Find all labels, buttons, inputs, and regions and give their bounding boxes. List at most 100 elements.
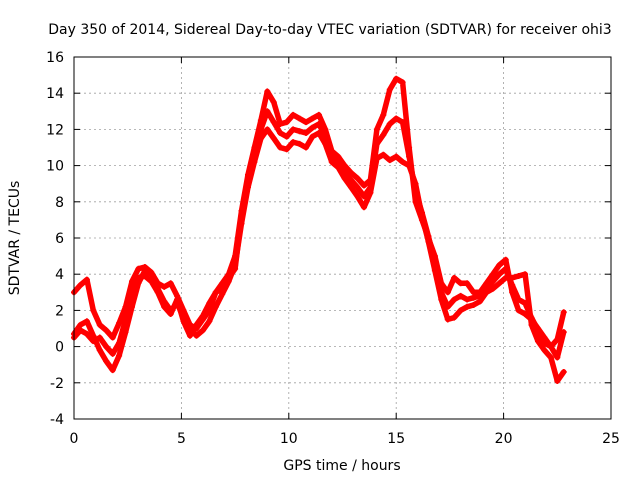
y-tick-label: 4 [55, 267, 64, 283]
series-line [71, 108, 567, 357]
data-point [393, 75, 400, 82]
data-point [502, 256, 509, 263]
data-point [90, 307, 97, 314]
data-point [522, 271, 529, 278]
data-point [270, 99, 277, 106]
data-point [290, 139, 297, 146]
data-point [148, 278, 155, 285]
data-point [502, 265, 509, 272]
data-point [270, 135, 277, 142]
data-point [560, 368, 567, 375]
data-point [135, 274, 142, 281]
y-axis-label: SDTVAR / TECUs [7, 181, 23, 296]
data-point [154, 289, 161, 296]
data-point [193, 332, 200, 339]
data-point [541, 347, 548, 354]
data-point [116, 339, 123, 346]
data-point [83, 318, 90, 325]
data-point [380, 111, 387, 118]
data-point [554, 377, 561, 384]
data-point [290, 111, 297, 118]
y-tick-label: -4 [50, 412, 64, 428]
x-tick-label: 20 [495, 431, 513, 447]
data-point [116, 320, 123, 327]
data-point [444, 289, 451, 296]
data-point [341, 169, 348, 176]
data-point [515, 307, 522, 314]
x-tick-label: 10 [280, 431, 298, 447]
data-point [128, 289, 135, 296]
data-point [103, 358, 110, 365]
data-point [109, 367, 116, 374]
data-point [167, 311, 174, 318]
data-point [141, 273, 148, 280]
data-point [393, 153, 400, 160]
data-point [515, 296, 522, 303]
data-point [219, 291, 226, 298]
data-point [180, 318, 187, 325]
data-point [457, 280, 464, 287]
data-point [225, 274, 232, 281]
data-point [315, 111, 322, 118]
data-point [399, 158, 406, 165]
data-point [161, 303, 168, 310]
data-point [283, 146, 290, 153]
data-point [135, 265, 142, 272]
data-point [386, 120, 393, 127]
data-point [96, 347, 103, 354]
data-point [476, 292, 483, 299]
y-tick-label: -2 [50, 376, 64, 392]
data-point [509, 282, 516, 289]
data-point [470, 301, 477, 308]
data-point [489, 271, 496, 278]
data-point [464, 280, 471, 287]
data-point [109, 350, 116, 357]
y-tick-label: 0 [55, 340, 64, 356]
data-point [315, 120, 322, 127]
data-point [193, 321, 200, 328]
y-tick-label: 10 [46, 159, 64, 175]
y-tick-labels: -4 -2 0 2 4 6 8 10 12 14 16 [46, 50, 64, 428]
data-point [515, 273, 522, 280]
data-point [264, 88, 271, 95]
data-point [444, 316, 451, 323]
data-point [373, 126, 380, 133]
data-point [206, 300, 213, 307]
series-trace-2 [71, 126, 567, 384]
data-point [277, 120, 284, 127]
data-point [438, 289, 445, 296]
data-point [212, 303, 219, 310]
data-point [360, 193, 367, 200]
y-tick-label: 6 [55, 231, 64, 247]
data-point [444, 303, 451, 310]
data-point [167, 280, 174, 287]
y-tick-label: 12 [46, 122, 64, 138]
grid [74, 57, 611, 419]
data-point [451, 314, 458, 321]
data-point [103, 327, 110, 334]
data-point [464, 296, 471, 303]
data-point [380, 131, 387, 138]
y-tick-label: 14 [46, 86, 64, 102]
series-trace-1 [71, 75, 567, 361]
data-point [360, 182, 367, 189]
data-point [457, 292, 464, 299]
data-point [277, 130, 284, 137]
data-point [373, 140, 380, 147]
x-tick-label: 25 [602, 431, 620, 447]
data-point [399, 79, 406, 86]
x-tick-labels: 0 5 10 15 20 25 [70, 431, 620, 447]
data-point [277, 144, 284, 151]
data-point [296, 115, 303, 122]
chart-title: Day 350 of 2014, Sidereal Day-to-day VTE… [48, 22, 611, 38]
data-point [412, 187, 419, 194]
data-point [309, 124, 316, 131]
data-point [148, 271, 155, 278]
series-layer [71, 75, 567, 384]
data-point [309, 133, 316, 140]
y-tick-label: 16 [46, 50, 64, 66]
data-point [348, 184, 355, 191]
data-point [470, 289, 477, 296]
data-point [483, 285, 490, 292]
